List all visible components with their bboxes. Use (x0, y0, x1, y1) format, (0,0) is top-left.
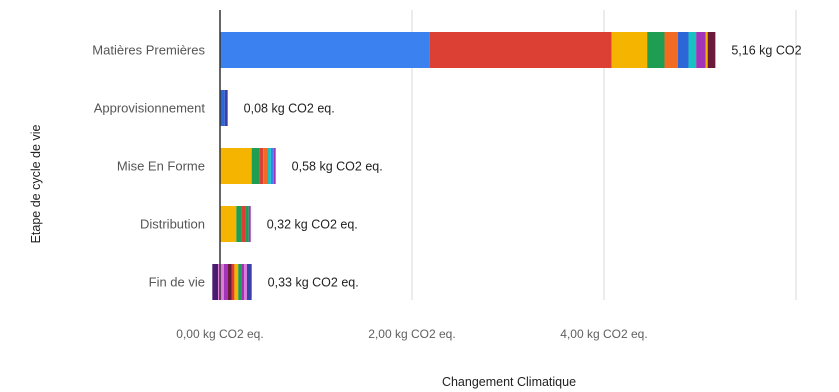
category-labels: Matières Premières Approvisionnement Mise … (92, 43, 205, 290)
bar-segment (263, 148, 268, 184)
bar-segment (236, 206, 242, 242)
bar-segment (220, 148, 252, 184)
bar-segment (241, 264, 244, 300)
bar-segment (220, 206, 237, 242)
total-label: 0,32 kg CO2 eq. (267, 218, 358, 232)
bar-segment (268, 148, 271, 184)
total-label: 0,33 kg CO2 eq. (268, 276, 359, 290)
bar-segment (224, 90, 228, 126)
total-labels: 5,16 kg CO2 0,08 kg CO2 eq. 0,58 kg CO2 eq… (244, 44, 802, 290)
bar-segment (273, 148, 276, 184)
bar-segment (244, 264, 247, 300)
bar-stack (220, 148, 276, 184)
category-label: Matières Premières (92, 43, 205, 58)
bar-segment (248, 206, 251, 242)
bar-segment (647, 32, 665, 68)
bar-stack (212, 264, 252, 300)
bar-segment (223, 264, 228, 300)
category-label: Approvisionnement (94, 101, 206, 116)
bar-series (212, 32, 716, 300)
bar-segment (696, 32, 706, 68)
bar-segment (677, 32, 689, 68)
total-label: 5,16 kg CO2 (731, 44, 801, 58)
bar-segment (251, 148, 260, 184)
x-axis-title: Changement Climatique (442, 375, 576, 389)
x-tick-label: 4,00 kg CO2 eq. (560, 327, 647, 341)
bar-segment (429, 32, 612, 68)
bar-segment (241, 206, 246, 242)
bar-segment (705, 32, 708, 68)
x-tick-label: 2,00 kg CO2 eq. (368, 327, 455, 341)
bar-segment (220, 90, 225, 126)
y-axis-title: Etape de cycle de vie (29, 125, 43, 244)
bar-segment (707, 32, 716, 68)
bar-segment (259, 148, 264, 184)
total-label: 0,08 kg CO2 eq. (244, 102, 335, 116)
category-label: Fin de vie (149, 275, 205, 290)
x-tick-labels: 0,00 kg CO2 eq. 2,00 kg CO2 eq. 4,00 kg CO… (176, 327, 647, 341)
bar-stack (220, 206, 251, 242)
bar-segment (270, 148, 274, 184)
bar-segment (231, 264, 235, 300)
bar-segment (227, 264, 232, 300)
category-label: Distribution (140, 217, 205, 232)
bar-segment (220, 32, 430, 68)
bar-segment (238, 264, 242, 300)
bar-segment (245, 206, 249, 242)
bar-segment (218, 264, 224, 300)
bar-segment (688, 32, 697, 68)
bar-segment (664, 32, 678, 68)
bar-segment (246, 264, 252, 300)
x-tick-label: 0,00 kg CO2 eq. (176, 327, 263, 341)
bar-segment (234, 264, 239, 300)
bar-stack (220, 32, 716, 68)
bar-segment (611, 32, 648, 68)
bar-stack (220, 90, 228, 126)
total-label: 0,58 kg CO2 eq. (292, 160, 383, 174)
category-label: Mise En Forme (117, 159, 205, 174)
bar-segment (212, 264, 219, 300)
